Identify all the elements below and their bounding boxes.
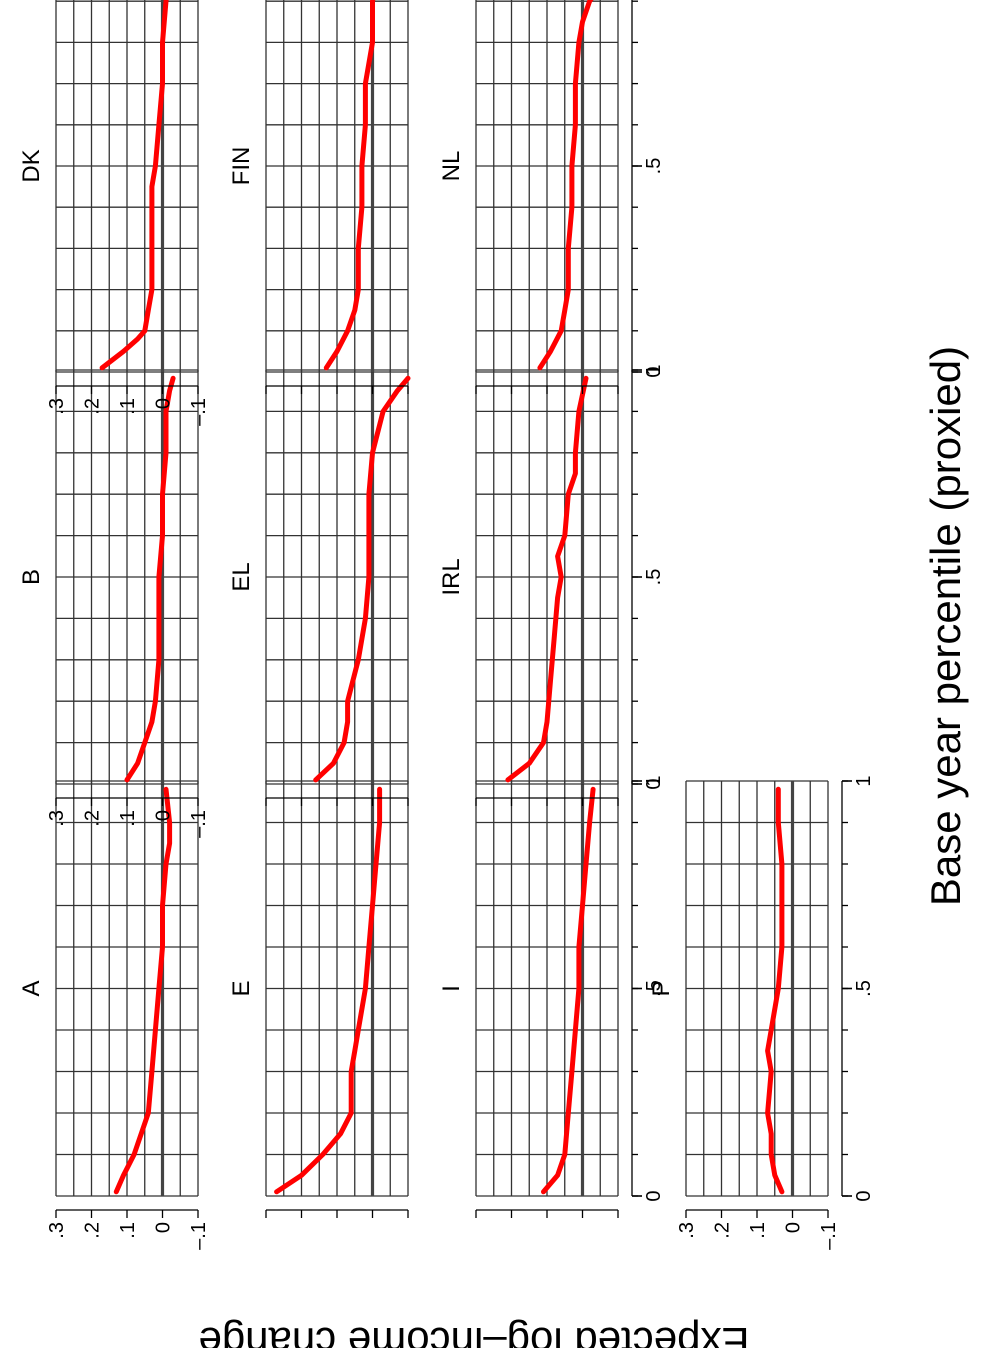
- series-line-a: [113, 786, 173, 1195]
- y-tick-label: .3: [46, 1222, 68, 1239]
- x-tick-label: .5: [853, 980, 875, 997]
- panel-title: I: [438, 985, 465, 992]
- panel-dk: .3 .2 .1 0 –.1 DK: [18, 0, 210, 426]
- plot-area: .3 .2 .1 0 –.1 A .3 .2 .1 0 –.1 B .3 .2 .1 0 –.1 DK E EL FIN…: [18, 0, 875, 1250]
- x-tick-label: 1: [853, 775, 875, 786]
- y-tick-label: .2: [712, 1222, 734, 1239]
- panel-title: EL: [228, 562, 255, 591]
- panel-title: DK: [18, 149, 45, 182]
- y-tick-label: .2: [82, 810, 104, 827]
- x-tick-label: .5: [643, 569, 665, 586]
- y-tick-label: –.1: [818, 1222, 840, 1250]
- y-axis-title: Expected log–income change: [198, 1319, 749, 1348]
- y-tick-label: –.1: [188, 810, 210, 838]
- y-tick-label: .3: [46, 398, 68, 415]
- x-tick-label: 1: [643, 364, 665, 375]
- x-tick-label: 0: [643, 1190, 665, 1201]
- y-tick-label: .1: [117, 1222, 139, 1239]
- x-tick-label: .5: [643, 158, 665, 175]
- panel-el: EL: [228, 369, 411, 806]
- x-axis-title: Base year percentile (proxied): [922, 346, 969, 906]
- y-tick-label: –.1: [188, 398, 210, 426]
- y-tick-label: .1: [747, 1222, 769, 1239]
- panel-title: IRL: [438, 558, 465, 595]
- x-tick-label: 0: [643, 366, 665, 377]
- series-line-dk: [99, 0, 169, 371]
- panel-b: .3 .2 .1 0 –.1 B: [18, 369, 210, 838]
- series-line-p: [765, 786, 785, 1195]
- panel-title: NL: [438, 151, 465, 182]
- x-tick-label: 1: [643, 775, 665, 786]
- y-tick-label: .1: [117, 810, 139, 827]
- series-line-b: [124, 375, 176, 783]
- series-line-e: [274, 786, 383, 1195]
- x-tick-label: 0: [853, 1190, 875, 1201]
- y-tick-label: 0: [783, 1222, 805, 1233]
- y-tick-label: .1: [117, 398, 139, 415]
- y-tick-label: .3: [676, 1222, 698, 1239]
- y-tick-label: .2: [82, 398, 104, 415]
- panel-title: E: [228, 980, 255, 996]
- panel-nl: 0 .5 1 NL: [438, 0, 665, 394]
- panel-title: A: [18, 980, 45, 996]
- series-line-irl: [505, 375, 589, 783]
- panel-e: E: [228, 780, 409, 1218]
- panel-title: FIN: [228, 147, 255, 186]
- y-tick-label: 0: [153, 398, 175, 409]
- x-tick-label: .5: [643, 980, 665, 997]
- series-line-fin: [323, 0, 376, 371]
- series-line-i: [541, 786, 596, 1195]
- panel-title: P: [648, 980, 675, 996]
- series-line-el: [313, 375, 411, 783]
- x-tick-label: 0: [643, 778, 665, 789]
- panel-title: B: [18, 569, 45, 585]
- panel-fin: FIN: [228, 0, 409, 394]
- y-tick-label: 0: [153, 810, 175, 821]
- panel-a: .3 .2 .1 0 –.1 A: [18, 780, 210, 1250]
- panel-i: 0 .5 1 I: [438, 775, 665, 1218]
- y-tick-label: .2: [82, 1222, 104, 1239]
- series-line-nl: [537, 0, 594, 371]
- y-tick-label: 0: [153, 1222, 175, 1233]
- y-tick-label: .3: [46, 810, 68, 827]
- y-tick-label: –.1: [188, 1222, 210, 1250]
- panel-irl: 0 .5 1 IRL: [438, 364, 665, 806]
- panel-p: .3 .2 .1 0 –.1 0 .5 1 P: [648, 775, 875, 1249]
